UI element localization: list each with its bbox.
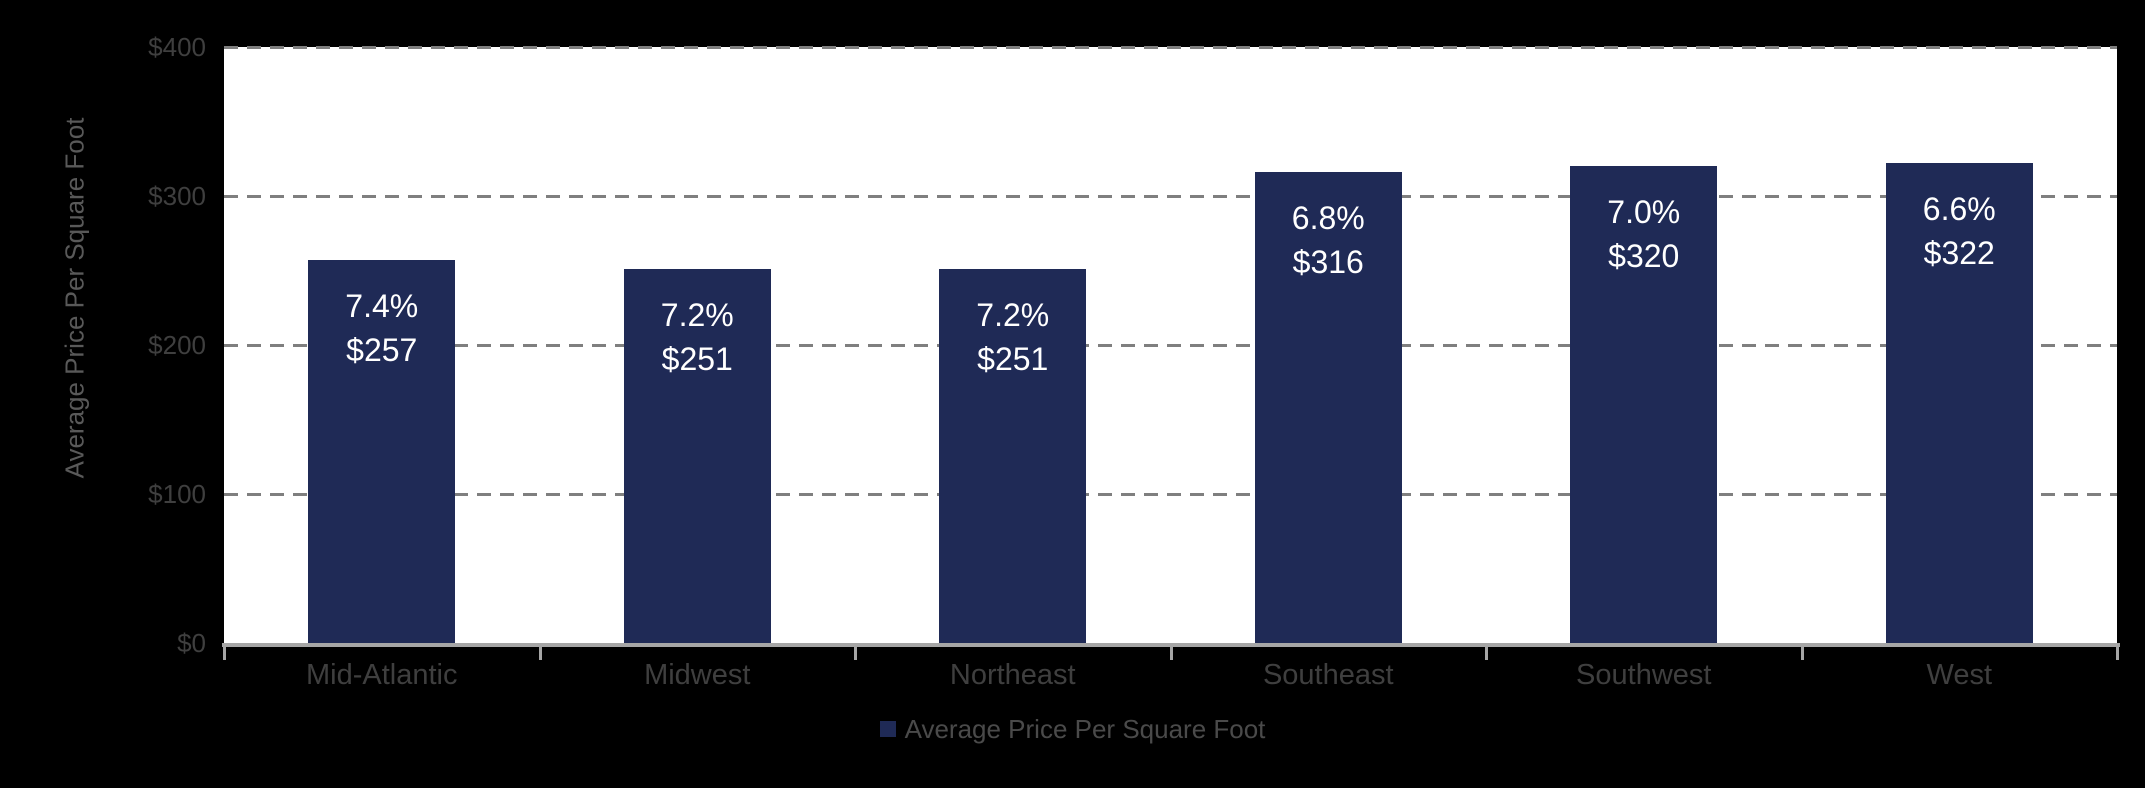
bar-label-price: $316 xyxy=(1292,244,1364,281)
x-tick-mark xyxy=(223,647,226,660)
bar-label-price: $251 xyxy=(977,341,1049,377)
bar-label-midwest: 7.2% $251 xyxy=(661,293,734,381)
x-category-label-west: West xyxy=(1926,659,1993,691)
x-tick-mark xyxy=(1485,647,1488,660)
x-tick-mark xyxy=(2116,647,2119,660)
bar-southeast: 6.8% $316 xyxy=(1254,172,1402,643)
bar-west: 6.6% $322 xyxy=(1885,163,2033,643)
y-tick-label-$100: $100 xyxy=(148,479,206,509)
bar-label-mid-atlantic: 7.4% $257 xyxy=(345,284,418,372)
bar-midwest: 7.2% $251 xyxy=(623,269,771,643)
bar-label-percent: 7.4% xyxy=(345,288,419,325)
legend-square-marker-icon xyxy=(879,721,896,737)
x-tick-mark xyxy=(854,647,857,660)
bar-label-southwest: 7.0% $320 xyxy=(1607,190,1680,278)
bar-label-northeast: 7.2% $251 xyxy=(976,293,1049,381)
gridline-$300 xyxy=(224,194,2117,198)
legend: Average Price Per Square Foot xyxy=(0,712,2145,746)
gridline-$200 xyxy=(224,343,2117,347)
bar-label-percent: 7.0% xyxy=(1607,194,1681,231)
x-category-label-southwest: Southwest xyxy=(1576,659,1712,691)
bar-southwest: 7.0% $320 xyxy=(1570,166,1718,643)
x-category-label-southeast: Southeast xyxy=(1262,659,1394,691)
x-category-label-mid-atlantic: Mid-Atlantic xyxy=(306,659,458,691)
bar-label-price: $257 xyxy=(346,332,418,369)
legend-label: Average Price Per Square Foot xyxy=(904,713,1266,744)
y-axis-title: Average Price Per Square Foot xyxy=(59,117,90,479)
x-axis-line xyxy=(222,643,2120,647)
bar-label-percent: 7.2% xyxy=(976,297,1050,333)
x-tick-mark xyxy=(1800,647,1804,660)
bar-label-percent: 6.6% xyxy=(1922,191,1996,228)
x-tick-mark xyxy=(538,647,542,660)
x-tick-mark xyxy=(1169,647,1173,660)
bar-mid-atlantic: 7.4% $257 xyxy=(308,260,456,643)
bar-label-price: $320 xyxy=(1608,238,1680,275)
x-category-label-midwest: Midwest xyxy=(644,659,751,691)
bar-label-southeast: 6.8% $316 xyxy=(1292,196,1365,284)
y-tick-label-$200: $200 xyxy=(148,330,206,360)
bar-label-percent: 7.2% xyxy=(660,297,734,333)
bar-label-price: $251 xyxy=(661,341,733,377)
gridline-$100 xyxy=(224,492,2117,496)
plot-area: 7.4% $257 7.2% $251 7.2% $251 6.8% $316 7.0% $320… xyxy=(224,45,2117,643)
bar-label-percent: 6.8% xyxy=(1291,200,1365,237)
gridline-$400 xyxy=(224,45,2117,49)
bar-label-price: $322 xyxy=(1923,235,1995,272)
bar-northeast: 7.2% $251 xyxy=(939,269,1087,643)
y-tick-label-$400: $400 xyxy=(148,32,206,62)
y-tick-label-$300: $300 xyxy=(148,181,206,211)
y-tick-label-$0: $0 xyxy=(177,628,206,658)
x-category-label-northeast: Northeast xyxy=(949,659,1076,691)
bar-label-west: 6.6% $322 xyxy=(1923,187,1996,275)
